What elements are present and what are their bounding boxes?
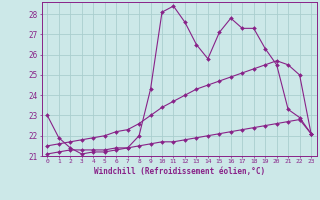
X-axis label: Windchill (Refroidissement éolien,°C): Windchill (Refroidissement éolien,°C) [94, 167, 265, 176]
